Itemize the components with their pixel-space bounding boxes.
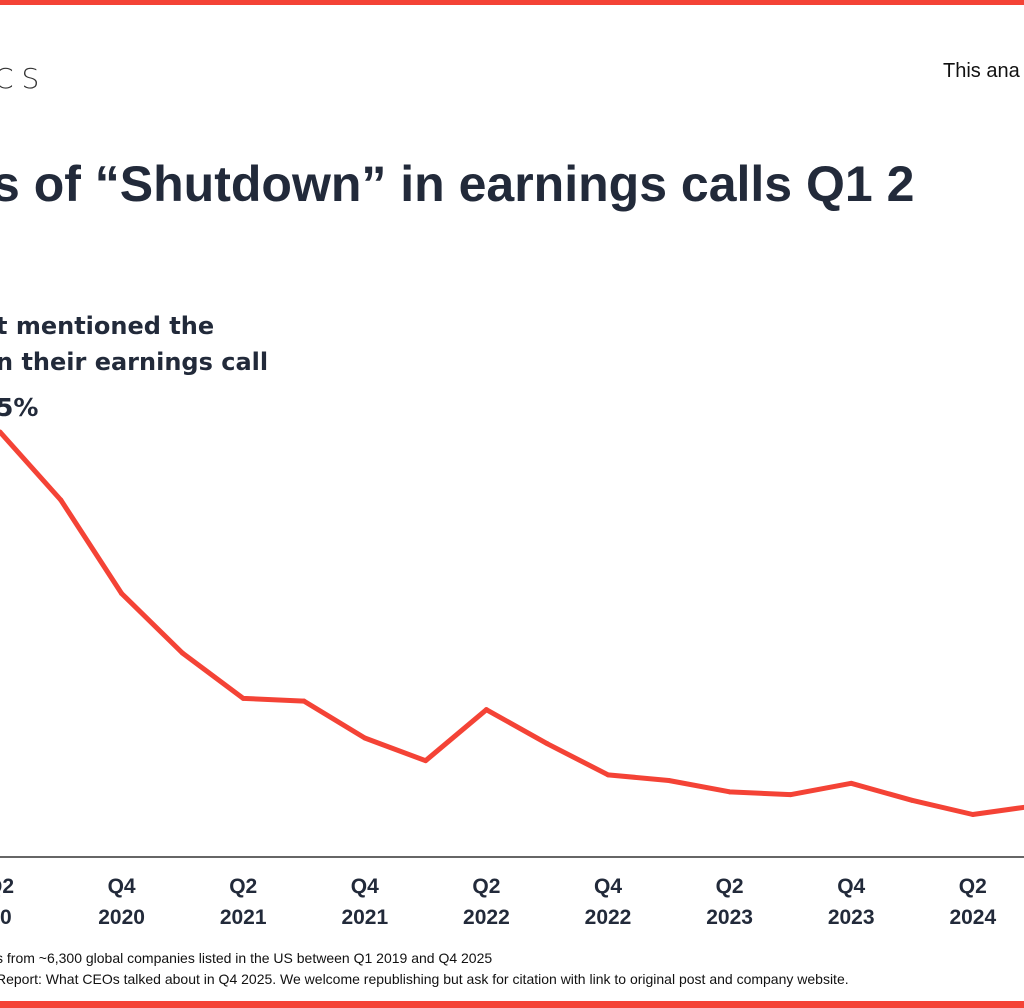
data-point-q2-2020 bbox=[0, 429, 3, 435]
data-point-q2-2023 bbox=[727, 789, 733, 795]
header-note: This ana bbox=[943, 60, 1020, 82]
x-tick-label-y: 2021 bbox=[341, 906, 388, 929]
x-tick-label-q: Q2 bbox=[0, 875, 14, 898]
data-point-q2-2021 bbox=[240, 695, 246, 701]
x-tick-label-y: 2022 bbox=[585, 906, 632, 929]
data-point-q1-2022 bbox=[423, 758, 429, 764]
annotation-line-1: t mentioned the bbox=[0, 312, 215, 340]
data-point-q1-2021 bbox=[179, 650, 185, 656]
data-point-q3-2023 bbox=[787, 792, 793, 798]
bottom-accent-bar bbox=[0, 1001, 1024, 1008]
x-tick-label-q: Q2 bbox=[959, 875, 987, 898]
footer-citation: Report: What CEOs talked about in Q4 202… bbox=[0, 971, 849, 987]
data-point-q1-2024 bbox=[909, 797, 915, 803]
data-point-q4-2020 bbox=[119, 591, 125, 596]
x-tick-label-q: Q4 bbox=[837, 875, 865, 898]
x-tick-label-q: Q4 bbox=[351, 875, 379, 898]
logo: CS bbox=[0, 62, 48, 95]
series-line bbox=[0, 430, 1024, 817]
data-point-q4-2021 bbox=[362, 735, 368, 741]
data-point-q4-2022 bbox=[605, 772, 611, 778]
footer-source: s from ~6,300 global companies listed in… bbox=[0, 950, 493, 966]
x-tick-label-y: 2020 bbox=[98, 906, 145, 929]
x-tick-label-q: Q4 bbox=[594, 875, 622, 898]
data-point-q2-2022 bbox=[483, 707, 489, 713]
annotation-value: 5% bbox=[0, 393, 39, 422]
x-tick-label-q: Q2 bbox=[716, 875, 744, 898]
top-accent-bar bbox=[0, 0, 1024, 5]
x-tick-label-q: Q2 bbox=[472, 875, 500, 898]
x-tick-label-y: 2022 bbox=[463, 906, 510, 929]
data-point-q1-2023 bbox=[666, 778, 672, 783]
data-point-q3-2021 bbox=[301, 698, 307, 704]
x-tick-label-q: Q2 bbox=[229, 875, 257, 898]
x-tick-label-y: 2024 bbox=[949, 906, 996, 929]
x-tick-label-q: Q4 bbox=[108, 875, 136, 898]
x-tick-label-y: 2021 bbox=[220, 906, 267, 929]
x-tick-label-y: 2023 bbox=[828, 906, 875, 929]
data-point-q4-2023 bbox=[848, 780, 854, 786]
data-point-q3-2022 bbox=[544, 741, 550, 747]
annotation-line-2: n their earnings call bbox=[0, 348, 269, 376]
peak-annotation: t mentioned the n their earnings call 5% bbox=[0, 308, 268, 426]
x-tick-label-y: 20 bbox=[0, 906, 12, 929]
data-point-q2-2024 bbox=[970, 812, 976, 817]
data-point-q3-2020 bbox=[58, 497, 64, 503]
x-tick-label-y: 2023 bbox=[706, 906, 753, 929]
chart-title: s of “Shutdown” in earnings calls Q1 2 bbox=[0, 156, 915, 212]
